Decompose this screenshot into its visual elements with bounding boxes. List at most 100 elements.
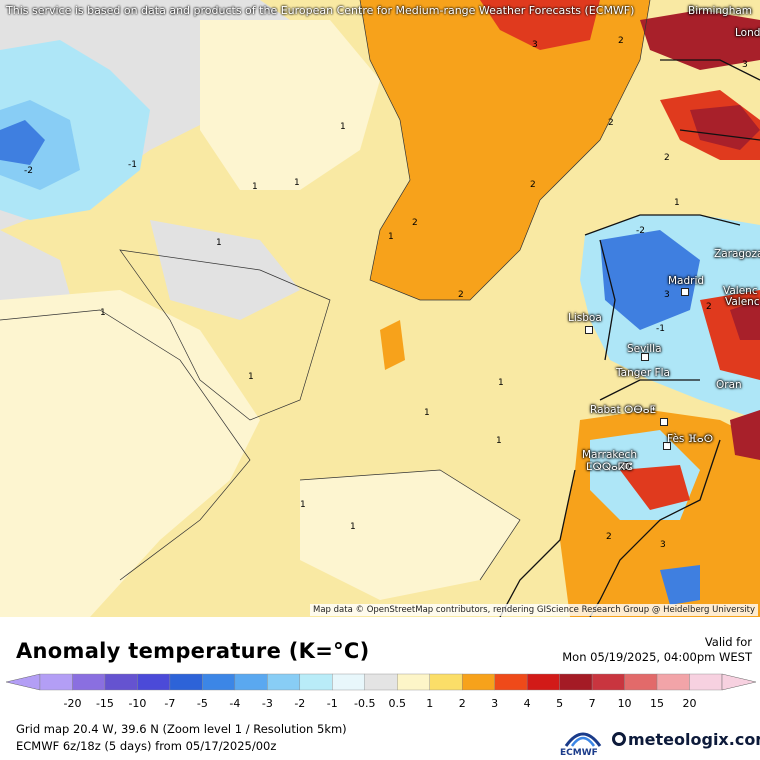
contour-label: 1: [424, 408, 430, 418]
contour-label: -1: [128, 160, 137, 170]
scale-tick-label: 0.5: [388, 697, 406, 710]
contour-label: 1: [674, 198, 680, 208]
map-canvas[interactable]: This service is based on data and produc…: [0, 0, 760, 617]
scale-tick-label: 2: [458, 697, 466, 710]
scale-tick-label: 10: [617, 697, 632, 710]
scale-swatch: [267, 673, 301, 691]
contour-label: 3: [532, 40, 538, 50]
scale-swatch: [526, 673, 560, 691]
scale-swatch: [494, 673, 528, 691]
contour-label: 3: [742, 60, 748, 70]
ecmwf-logo-icon: [564, 732, 602, 747]
scale-min-arrow: [5, 673, 41, 691]
contour-label: 1: [350, 522, 356, 532]
color-scale: -20 -15 -10 -7 -5 -4 -3 -2 -1 -0.5 0.5 1 2 3 4 5 7 10 15 20: [0, 671, 760, 711]
grid-info: Grid map 20.4 W, 39.6 N (Zoom level 1 / …: [16, 722, 347, 736]
city-marker: [622, 462, 630, 470]
scale-swatch: [332, 673, 365, 691]
scale-swatch: [72, 673, 106, 691]
contour-label: 3: [660, 540, 666, 550]
scale-swatch: [689, 673, 723, 691]
contour-label: 1: [252, 182, 258, 192]
city-label[interactable]: Tanger Fla: [616, 367, 670, 379]
scale-tick-label: 7: [588, 697, 596, 710]
city-label[interactable]: Marrakech: [582, 449, 637, 461]
scale-swatch: [234, 673, 268, 691]
contour-label: -1: [656, 324, 665, 334]
contour-label: -2: [24, 166, 33, 176]
contour-label: 1: [340, 122, 346, 132]
city-label[interactable]: Lond: [735, 27, 760, 39]
scale-swatch: [39, 673, 73, 691]
contour-label: 1: [300, 500, 306, 510]
city-label[interactable]: Sevilla: [627, 343, 662, 355]
scale-tick-label: -20: [63, 697, 82, 710]
contour-label: 1: [498, 378, 504, 388]
contour-label: 1: [248, 372, 254, 382]
contour-label: -2: [636, 226, 645, 236]
city-label[interactable]: Valenc: [723, 285, 758, 297]
contour-label: 1: [496, 436, 502, 446]
contour-label: 1: [294, 178, 300, 188]
city-marker: [663, 442, 671, 450]
scale-tick-label: 3: [491, 697, 499, 710]
contour-label: 2: [530, 180, 536, 190]
scale-swatch: [461, 673, 495, 691]
city-label[interactable]: Rabat ⵔⴱⴰⵟ: [590, 404, 657, 416]
scale-tick-label: 20: [682, 697, 697, 710]
map-attribution[interactable]: Map data © OpenStreetMap contributors, r…: [310, 604, 758, 616]
scale-tick-label: -0.5: [354, 697, 376, 710]
scale-tick-label: 5: [556, 697, 564, 710]
city-label[interactable]: Valenc: [725, 296, 760, 308]
scale-swatch: [397, 673, 430, 691]
contour-label: 1: [388, 232, 394, 242]
city-label[interactable]: Zaragoza: [714, 248, 760, 260]
city-marker: [660, 418, 668, 426]
scale-swatch: [656, 673, 690, 691]
meteologix-brand: meteologix.com: [628, 730, 760, 749]
scale-tick-label: -15: [95, 697, 114, 710]
scale-max-arrow: [721, 673, 757, 691]
scale-tick-label: -7: [164, 697, 176, 710]
legend-title: Anomaly temperature (K=°C): [16, 639, 370, 663]
scale-tick-label: 15: [650, 697, 665, 710]
meteologix-logo[interactable]: meteologix.com: [612, 730, 760, 749]
scale-swatch: [429, 673, 463, 691]
scale-swatch: [169, 673, 203, 691]
city-label[interactable]: ⵎⵕⵕⴰⴽⵛ: [586, 461, 633, 473]
scale-tick-label: -4: [229, 697, 241, 710]
city-marker: [585, 326, 593, 334]
valid-date: Mon 05/19/2025, 04:00pm WEST: [562, 650, 752, 664]
scale-tick-label: -5: [196, 697, 208, 710]
ecmwf-logo-text: ECMWF: [560, 748, 598, 758]
contour-label: 2: [412, 218, 418, 228]
contour-label: 3: [664, 290, 670, 300]
scale-swatch: [299, 673, 333, 691]
contour-label: 2: [618, 36, 624, 46]
city-label[interactable]: Oran: [716, 379, 742, 391]
scale-swatch: [137, 673, 171, 691]
contour-label: 2: [458, 290, 464, 300]
legend-panel: Anomaly temperature (K=°C) Valid for Mon…: [0, 617, 760, 760]
ecmwf-logo[interactable]: ECMWF: [560, 728, 606, 758]
contour-label: 1: [216, 238, 222, 248]
model-info: ECMWF 6z/18z (5 days) from 05/17/2025/00…: [16, 739, 277, 753]
scale-swatch: [202, 673, 236, 691]
city-label[interactable]: Lisboa: [568, 312, 602, 324]
temperature-anomaly-field: [0, 0, 760, 617]
scale-swatch: [364, 673, 398, 691]
city-label[interactable]: Birmingham: [688, 5, 753, 17]
contour-label: 2: [664, 153, 670, 163]
color-scale-bar: [5, 673, 757, 691]
meteologix-icon: [612, 732, 626, 746]
city-label[interactable]: Madrid: [668, 275, 705, 287]
scale-swatch: [559, 673, 593, 691]
scale-tick-label: -2: [294, 697, 306, 710]
scale-swatch: [591, 673, 625, 691]
scale-tick-label: -1: [326, 697, 338, 710]
scale-tick-label: 4: [523, 697, 531, 710]
scale-swatch: [624, 673, 658, 691]
city-label[interactable]: Fès ⴼⴰⵙ: [667, 433, 714, 445]
scale-tick-label: -10: [128, 697, 147, 710]
city-marker: [641, 353, 649, 361]
